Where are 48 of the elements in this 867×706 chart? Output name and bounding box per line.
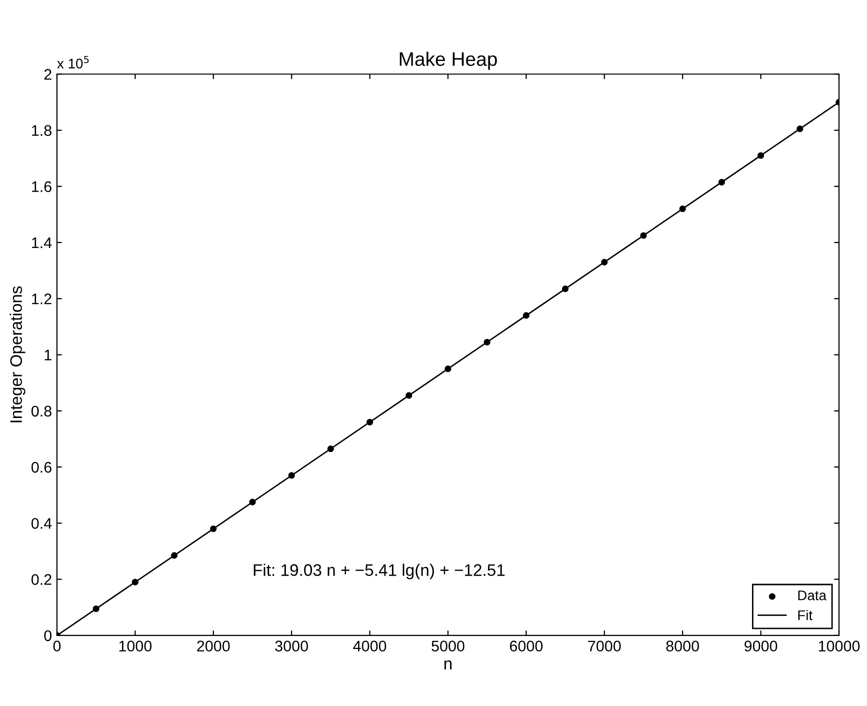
y-tick-label: 0.4 <box>31 518 52 529</box>
point <box>92 605 100 612</box>
chart-title: Make Heap <box>400 52 497 70</box>
point <box>288 472 295 479</box>
point <box>718 178 725 186</box>
point <box>601 258 608 266</box>
annotation: Fit: 19.03 n + −5.41 lg(n) + −12.51 <box>254 564 505 580</box>
x-tick-label: 8000 <box>666 640 699 652</box>
legend-label: Fit <box>798 610 812 620</box>
point <box>562 286 569 292</box>
y-tick-label: 0.2 <box>31 574 52 585</box>
point <box>640 232 647 239</box>
point <box>132 578 138 586</box>
point <box>796 126 804 132</box>
text: x 10$^{5}$ <box>57 56 89 68</box>
point <box>484 338 490 346</box>
point <box>444 366 452 372</box>
y-tick-label: 1.2 <box>32 294 52 304</box>
y-tick-label: 1.6 <box>32 181 52 192</box>
x-axis-title: n <box>444 660 452 670</box>
y-tick-label: 2 <box>44 69 52 80</box>
x-tick-label: 1000 <box>119 640 152 652</box>
y-tick-label: 0.8 <box>31 406 52 417</box>
x-tick-label: 4000 <box>353 640 386 652</box>
x-tick-label: 9000 <box>744 640 778 652</box>
point <box>249 498 256 506</box>
x-tick-label: 0 <box>53 640 61 652</box>
point <box>210 525 217 532</box>
point <box>406 392 412 399</box>
y-tick-label: 1.4 <box>32 238 52 248</box>
point <box>758 152 764 159</box>
y-tick-label: 1 <box>44 350 52 360</box>
point <box>679 206 686 212</box>
x-tick-label: 3000 <box>275 640 308 652</box>
x-tick-label: 6000 <box>510 640 543 652</box>
y-tick-label: 1.8 <box>32 125 52 136</box>
y-tick-label: 0 <box>44 630 52 642</box>
point <box>170 552 178 559</box>
point <box>366 418 374 426</box>
y-axis-title: Integer Operations <box>10 286 26 422</box>
x-tick-label: 7000 <box>588 640 621 652</box>
x-tick-label: 10000 <box>818 640 860 652</box>
y-tick-label: 0.6 <box>31 462 52 473</box>
point <box>327 445 334 452</box>
point <box>522 312 530 319</box>
legend-label: Data <box>798 590 826 600</box>
x-tick-label: 5000 <box>432 640 464 652</box>
x-tick-label: 2000 <box>197 640 230 652</box>
